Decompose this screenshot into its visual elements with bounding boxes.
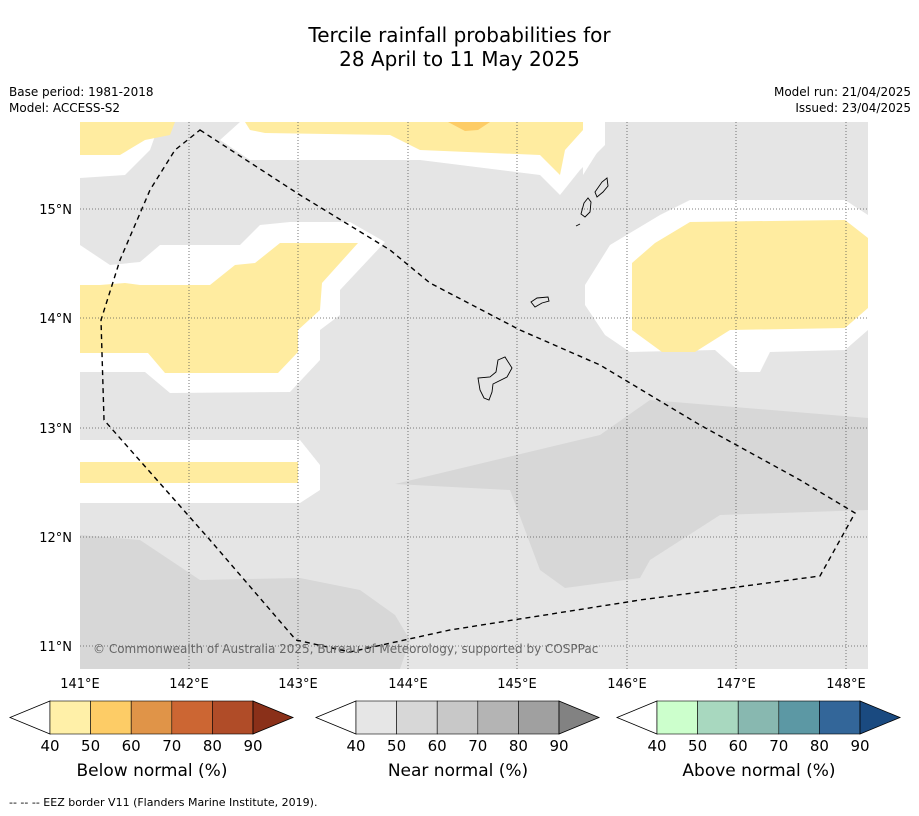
colorbar-extend-low [8, 700, 51, 735]
colorbar-tick-label: 50 [387, 737, 406, 755]
longitude-labels: 141°E 142°E 143°E 144°E 145°E 146°E 147°… [60, 677, 866, 692]
eez-border [100, 129, 856, 653]
lat-label: 14°N [39, 312, 72, 327]
lon-label: 144°E [388, 677, 428, 692]
lon-label: 147°E [716, 677, 756, 692]
colorbar-segment [778, 700, 820, 735]
colorbar-tick-label: 40 [647, 737, 666, 755]
guam-island [477, 356, 513, 401]
lat-label: 11°N [39, 640, 72, 655]
lon-label: 148°E [826, 677, 866, 692]
colorbar-tick-label: 90 [243, 737, 262, 755]
islands [477, 177, 609, 401]
colorbar-tick-label: 70 [162, 737, 181, 755]
colorbar-tick-label: 80 [509, 737, 528, 755]
title-line-2: 28 April to 11 May 2025 [339, 47, 580, 71]
near-normal-band-southwest [80, 535, 410, 669]
colorbar-tick-label: 90 [850, 737, 869, 755]
colorbar: 40 50 60 70 80 90 [314, 700, 601, 755]
below-normal-region-north [245, 122, 583, 175]
colorbar-tick-label: 40 [346, 737, 365, 755]
below-normal-region-southwest [80, 462, 298, 483]
colorbar-title-above: Above normal (%) [682, 761, 836, 781]
below-normal-region-west [80, 243, 358, 373]
colorbar-segment [737, 700, 780, 735]
colorbar-title-near: Near normal (%) [387, 761, 529, 781]
copyright-notice: © Commonwealth of Australia 2025, Bureau… [93, 642, 598, 656]
lat-label: 13°N [39, 422, 72, 437]
colorbar-tick-label: 90 [549, 737, 568, 755]
eez-legend-note: -- -- -- EEZ border V11 (Flanders Marine… [9, 796, 318, 809]
colorbar-extend-low [314, 700, 357, 735]
colorbar-extend-high [558, 700, 601, 735]
grid-lines [80, 122, 868, 669]
saipan-island [594, 177, 609, 198]
below-normal-region-nw [80, 122, 175, 155]
lon-label: 142°E [169, 677, 209, 692]
base-period: Base period: 1981-2018 [9, 85, 154, 99]
lon-label: 143°E [278, 677, 318, 692]
colorbar-tick-label: 80 [203, 737, 222, 755]
below-normal-patch-orange [448, 122, 490, 131]
colorbar-tick-label: 50 [688, 737, 707, 755]
colorbar: 40 50 60 70 80 90 [615, 700, 902, 755]
colorbar-segment [436, 700, 479, 735]
lon-label: 146°E [607, 677, 647, 692]
colorbar: 40 50 60 70 80 90 [8, 700, 295, 755]
colorbars: 40 50 60 70 80 90 40 50 60 70 80 90 40 50 60 70 80 90 [8, 700, 902, 755]
colorbar-segment [518, 700, 560, 735]
colorbar-tick-label: 60 [122, 737, 141, 755]
colorbar-tick-label: 80 [810, 737, 829, 755]
colorbar-tick-label: 70 [468, 737, 487, 755]
colorbar-segment [697, 700, 739, 735]
model-run: Model run: 21/04/2025 [773, 85, 911, 99]
colorbar-title-below: Below normal (%) [76, 761, 228, 781]
lon-label: 145°E [497, 677, 537, 692]
colorbar-tick-label: 60 [729, 737, 748, 755]
aguijan-island [575, 223, 581, 227]
below-normal-region-east [632, 220, 868, 352]
issued-date: Issued: 23/04/2025 [795, 101, 911, 115]
latitude-labels: 15°N 14°N 13°N 12°N 11°N [39, 203, 72, 655]
map-fill [80, 122, 868, 669]
colorbar-tick-label: 70 [769, 737, 788, 755]
colorbar-segment [130, 700, 173, 735]
lat-label: 12°N [39, 531, 72, 546]
tinian-island [580, 197, 592, 218]
title-line-1: Tercile rainfall probabilities for [308, 23, 611, 47]
colorbar-segment [90, 700, 132, 735]
model-name: Model: ACCESS-S2 [9, 101, 121, 115]
colorbar-tick-label: 60 [428, 737, 447, 755]
colorbar-extend-high [859, 700, 902, 735]
rota-island [530, 296, 550, 308]
colorbar-segment [49, 700, 91, 735]
colorbar-extend-high [252, 700, 295, 735]
colorbar-tick-label: 50 [81, 737, 100, 755]
colorbar-segment [355, 700, 397, 735]
lat-label: 15°N [39, 203, 72, 218]
colorbar-tick-label: 40 [40, 737, 59, 755]
colorbar-segment [656, 700, 698, 735]
colorbar-segment [212, 700, 254, 735]
lon-label: 141°E [60, 677, 100, 692]
near-normal-band-east [395, 400, 868, 588]
colorbar-segment [819, 700, 861, 735]
colorbar-segment [171, 700, 213, 735]
colorbar-segment [477, 700, 519, 735]
colorbar-extend-low [615, 700, 658, 735]
colorbar-segment [396, 700, 438, 735]
